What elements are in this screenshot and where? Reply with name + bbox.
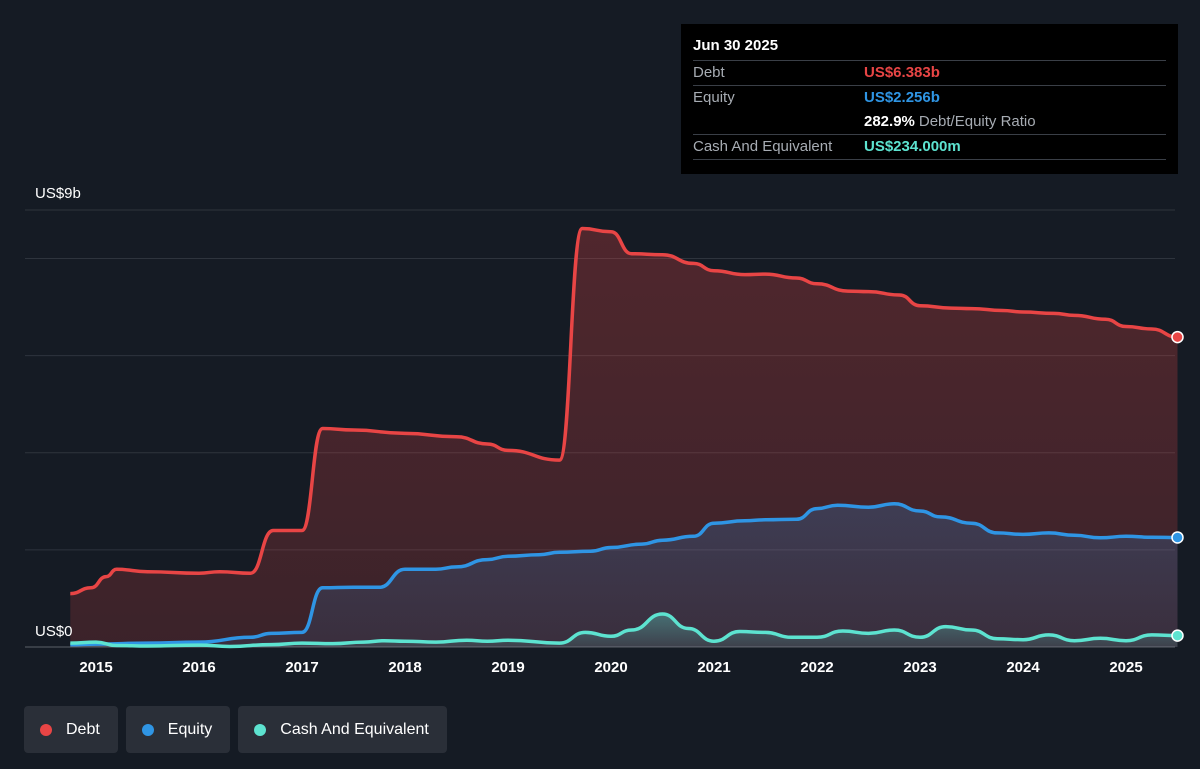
end-marker-cash: [1171, 629, 1184, 642]
series-lines: [70, 226, 1178, 649]
chart-legend: Debt Equity Cash And Equivalent: [24, 706, 447, 753]
tooltip-ratio-label: Debt/Equity Ratio: [918, 113, 1036, 130]
legend-dot-cash: [254, 723, 267, 736]
line-debt: [70, 226, 1178, 596]
legend-dot-debt: [40, 723, 52, 736]
tooltip-cash-label: Cash And Equivalent: [693, 138, 833, 155]
area-equity: [70, 503, 1178, 647]
tooltip-row-cash: Cash And Equivalent US$234.000m: [693, 134, 1166, 160]
line-equity: [70, 502, 1178, 647]
legend-item-cash[interactable]: Cash And Equivalent: [238, 706, 447, 753]
x-tick-label: 2018: [388, 659, 421, 676]
series-end-markers: [1171, 330, 1184, 642]
legend-label-cash: Cash And Equivalent: [280, 720, 429, 738]
x-tick-label: 2017: [285, 659, 318, 676]
x-tick-label: 2019: [491, 659, 524, 676]
x-tick-label: 2016: [182, 659, 215, 676]
tooltip-panel: Jun 30 2025 Debt US$6.383b Equity US$2.2…: [681, 24, 1178, 174]
tooltip-ratio-value: 282.9%: [864, 113, 915, 130]
tooltip-debt-value: US$6.383b: [864, 64, 940, 81]
end-marker-debt: [1171, 330, 1184, 344]
legend-dot-equity: [141, 723, 154, 736]
line-cash: [70, 612, 1178, 649]
legend-item-debt[interactable]: Debt: [24, 706, 118, 753]
tooltip-equity-value: US$2.256b: [864, 89, 940, 106]
x-tick-label: 2015: [79, 659, 112, 676]
x-tick-label: 2024: [1006, 659, 1040, 676]
legend-item-equity[interactable]: Equity: [125, 706, 231, 753]
tooltip-debt-label: Debt: [693, 64, 725, 81]
y-axis-top-label: US$9b: [35, 185, 81, 202]
tooltip-equity-label: Equity: [693, 89, 735, 106]
x-tick-label: 2022: [800, 659, 833, 676]
tooltip-row-equity: Equity US$2.256b: [693, 85, 1166, 110]
tooltip-date: Jun 30 2025: [693, 37, 779, 54]
area-cash: [70, 614, 1178, 647]
x-tick-label: 2025: [1109, 659, 1142, 676]
x-axis-ticks: 2015 2016 2017 2018 2019 2020 2021 2022 2023 2024…: [79, 659, 1142, 676]
tooltip-row-debt: Debt US$6.383b: [693, 60, 1166, 85]
end-marker-equity: [1171, 531, 1184, 544]
x-tick-label: 2023: [903, 659, 936, 676]
tooltip-row-ratio: 282.9% Debt/Equity Ratio: [693, 110, 1166, 134]
y-axis-bottom-label: US$0: [35, 623, 73, 640]
legend-label-debt: Debt: [66, 720, 100, 738]
debt-equity-chart: US$9b US$0 2015 2016 2017 2018 2019 2020 2021 2…: [25, 185, 1184, 676]
x-tick-label: 2020: [594, 659, 627, 676]
series-areas: [70, 228, 1178, 647]
legend-label-equity: Equity: [167, 720, 213, 738]
x-tick-label: 2021: [697, 659, 730, 676]
tooltip-cash-value: US$234.000m: [864, 138, 961, 155]
